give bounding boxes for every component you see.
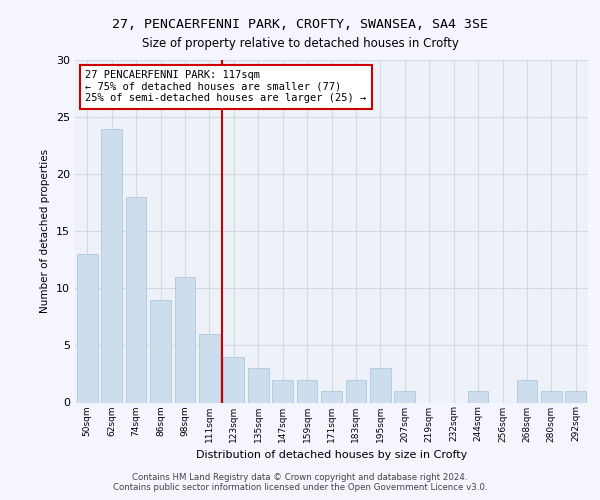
Bar (77, 254, 98, 402)
Bar (248, 368, 269, 402)
Y-axis label: Number of detached properties: Number of detached properties (40, 149, 50, 314)
Bar (321, 391, 342, 402)
Bar (150, 300, 171, 403)
Bar (101, 128, 122, 402)
Bar (517, 380, 538, 402)
Text: Contains HM Land Registry data © Crown copyright and database right 2024.
Contai: Contains HM Land Registry data © Crown c… (113, 473, 487, 492)
Bar (199, 334, 220, 402)
Bar (346, 380, 367, 402)
Text: Size of property relative to detached houses in Crofty: Size of property relative to detached ho… (142, 38, 458, 51)
Bar (370, 368, 391, 402)
Bar (467, 391, 488, 402)
Bar (125, 197, 146, 402)
Bar (541, 391, 562, 402)
Bar (223, 357, 244, 403)
Text: 27 PENCAERFENNI PARK: 117sqm
← 75% of detached houses are smaller (77)
25% of se: 27 PENCAERFENNI PARK: 117sqm ← 75% of de… (85, 70, 367, 104)
Bar (296, 380, 317, 402)
Bar (565, 391, 586, 402)
Bar (175, 277, 196, 402)
X-axis label: Distribution of detached houses by size in Crofty: Distribution of detached houses by size … (196, 450, 467, 460)
Bar (272, 380, 293, 402)
Text: 27, PENCAERFENNI PARK, CROFTY, SWANSEA, SA4 3SE: 27, PENCAERFENNI PARK, CROFTY, SWANSEA, … (112, 18, 488, 30)
Bar (394, 391, 415, 402)
